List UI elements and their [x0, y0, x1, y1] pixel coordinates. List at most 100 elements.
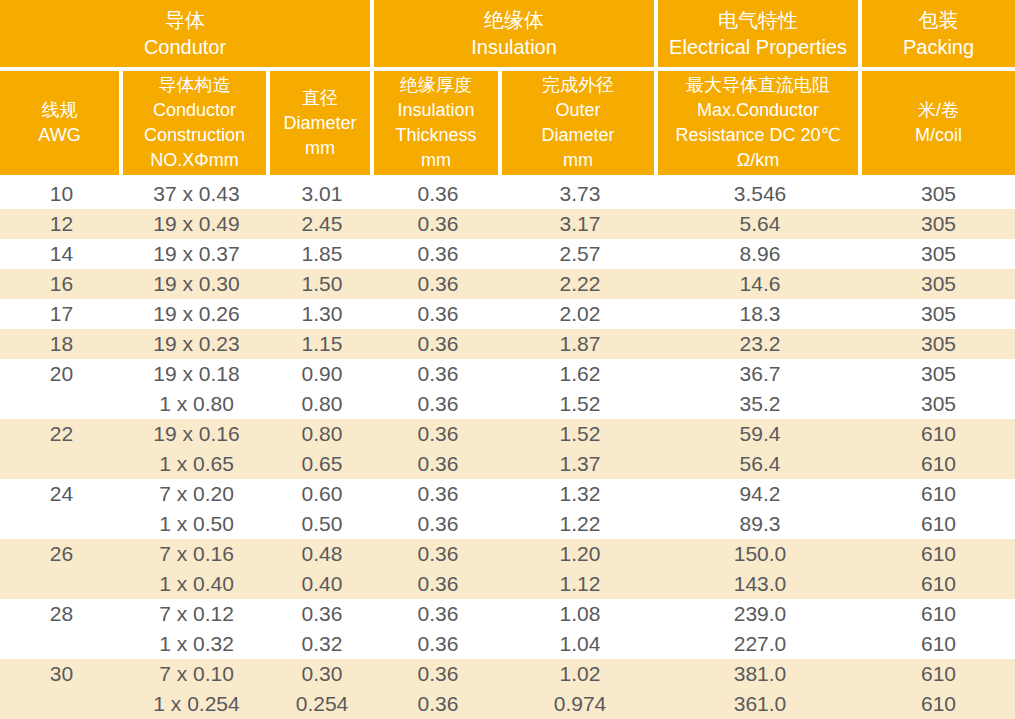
column-header-row: 线规 AWG 导体构造 Conductor Construction NO.XΦ…: [0, 71, 1015, 179]
group-header-insulation-zh: 绝缘体: [374, 7, 654, 34]
cell-resistance: 8.96: [658, 239, 862, 269]
cell-construction: 19 x 0.23: [123, 329, 270, 359]
col-header-diameter: 直径 Diameter mm: [270, 71, 374, 179]
cell-resistance: 361.0: [658, 689, 862, 719]
cell-coil: 305: [862, 209, 1015, 239]
cell-outer: 3.73: [502, 179, 658, 209]
cell-thickness: 0.36: [374, 299, 502, 329]
group-header-row: 导体 Condutor 绝缘体 Insulation 电气特性 Electric…: [0, 0, 1015, 71]
col-header-outer: 完成外径 Outer Diameter mm: [502, 71, 658, 179]
col-header-construction-en1: Conductor: [123, 98, 266, 123]
col-header-thickness-unit: mm: [374, 148, 498, 173]
cell-awg: [0, 569, 123, 599]
cell-outer: 2.02: [502, 299, 658, 329]
col-header-mcoil-en: M/coil: [862, 123, 1015, 148]
cell-resistance: 3.546: [658, 179, 862, 209]
cell-resistance: 150.0: [658, 539, 862, 569]
cell-resistance: 36.7: [658, 359, 862, 389]
group-header-insulation-en: Insulation: [374, 34, 654, 61]
cell-construction: 7 x 0.10: [123, 659, 270, 689]
group-header-insulation: 绝缘体 Insulation: [374, 0, 658, 71]
cell-coil: 610: [862, 539, 1015, 569]
cell-awg: 14: [0, 239, 123, 269]
col-header-resistance-zh: 最大导体直流电阻: [658, 73, 858, 98]
table-row-awg20b: 1 x 0.80 0.80 0.36 1.52 35.2 305: [0, 389, 1015, 419]
cell-construction: 7 x 0.20: [123, 479, 270, 509]
cell-outer: 1.37: [502, 449, 658, 479]
cell-construction: 37 x 0.43: [123, 179, 270, 209]
cell-construction: 19 x 0.30: [123, 269, 270, 299]
cell-thickness: 0.36: [374, 509, 502, 539]
cell-coil: 305: [862, 299, 1015, 329]
table-row-awg30a: 30 7 x 0.10 0.30 0.36 1.02 381.0 610: [0, 659, 1015, 689]
cell-diameter: 0.30: [270, 659, 374, 689]
group-header-packing: 包装 Packing: [862, 0, 1015, 71]
cell-diameter: 1.50: [270, 269, 374, 299]
cell-thickness: 0.36: [374, 329, 502, 359]
table-row-awg16: 16 19 x 0.30 1.50 0.36 2.22 14.6 305: [0, 269, 1015, 299]
cell-thickness: 0.36: [374, 569, 502, 599]
table-row-awg18: 18 19 x 0.23 1.15 0.36 1.87 23.2 305: [0, 329, 1015, 359]
table-row-awg22b: 1 x 0.65 0.65 0.36 1.37 56.4 610: [0, 449, 1015, 479]
cell-construction: 1 x 0.50: [123, 509, 270, 539]
cell-thickness: 0.36: [374, 269, 502, 299]
col-header-mcoil: 米/卷 M/coil: [862, 71, 1015, 179]
cell-awg: [0, 449, 123, 479]
cell-awg: 18: [0, 329, 123, 359]
cell-coil: 610: [862, 659, 1015, 689]
col-header-awg: 线规 AWG: [0, 71, 123, 179]
cell-awg: [0, 689, 123, 719]
cell-diameter: 0.50: [270, 509, 374, 539]
cell-coil: 610: [862, 479, 1015, 509]
cell-resistance: 89.3: [658, 509, 862, 539]
cell-coil: 305: [862, 329, 1015, 359]
col-header-diameter-zh: 直径: [270, 86, 370, 111]
cell-coil: 305: [862, 359, 1015, 389]
table-row-awg14: 14 19 x 0.37 1.85 0.36 2.57 8.96 305: [0, 239, 1015, 269]
cell-construction: 19 x 0.37: [123, 239, 270, 269]
col-header-mcoil-zh: 米/卷: [862, 98, 1015, 123]
group-header-packing-en: Packing: [862, 34, 1015, 61]
cell-diameter: 0.80: [270, 419, 374, 449]
cell-outer: 0.974: [502, 689, 658, 719]
group-header-conductor-en: Condutor: [0, 34, 370, 61]
cell-awg: 17: [0, 299, 123, 329]
col-header-thickness-zh: 绝缘厚度: [374, 73, 498, 98]
col-header-outer-zh: 完成外径: [502, 73, 654, 98]
cell-resistance: 239.0: [658, 599, 862, 629]
cell-diameter: 0.36: [270, 599, 374, 629]
cell-outer: 1.08: [502, 599, 658, 629]
group-header-electrical-en: Electrical Properties: [658, 34, 858, 61]
col-header-thickness-en2: Thickness: [374, 123, 498, 148]
cell-construction: 1 x 0.254: [123, 689, 270, 719]
cell-coil: 610: [862, 419, 1015, 449]
cell-coil: 610: [862, 599, 1015, 629]
cell-diameter: 0.48: [270, 539, 374, 569]
cell-outer: 1.52: [502, 389, 658, 419]
cell-thickness: 0.36: [374, 209, 502, 239]
cell-resistance: 35.2: [658, 389, 862, 419]
cell-awg: 30: [0, 659, 123, 689]
cell-thickness: 0.36: [374, 389, 502, 419]
cell-outer: 3.17: [502, 209, 658, 239]
cell-outer: 1.04: [502, 629, 658, 659]
table-row-awg10: 10 37 x 0.43 3.01 0.36 3.73 3.546 305: [0, 179, 1015, 209]
cell-outer: 1.22: [502, 509, 658, 539]
cell-awg: [0, 509, 123, 539]
cell-outer: 1.02: [502, 659, 658, 689]
col-header-thickness-en1: Insulation: [374, 98, 498, 123]
cell-coil: 610: [862, 509, 1015, 539]
cell-thickness: 0.36: [374, 599, 502, 629]
col-header-outer-unit: mm: [502, 148, 654, 173]
table-row-awg26b: 1 x 0.40 0.40 0.36 1.12 143.0 610: [0, 569, 1015, 599]
cell-resistance: 14.6: [658, 269, 862, 299]
cell-resistance: 94.2: [658, 479, 862, 509]
cell-coil: 305: [862, 179, 1015, 209]
col-header-construction: 导体构造 Conductor Construction NO.XΦmm: [123, 71, 270, 179]
cell-coil: 610: [862, 449, 1015, 479]
col-header-construction-en2: Construction: [123, 123, 266, 148]
cell-resistance: 381.0: [658, 659, 862, 689]
cell-diameter: 3.01: [270, 179, 374, 209]
cell-awg: 24: [0, 479, 123, 509]
group-header-packing-zh: 包装: [862, 7, 1015, 34]
